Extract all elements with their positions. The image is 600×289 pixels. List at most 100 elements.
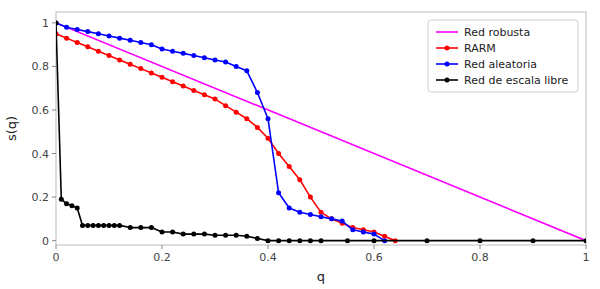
tick-label: 0.4	[32, 148, 50, 161]
point	[91, 223, 96, 228]
point	[213, 57, 218, 62]
point	[266, 116, 271, 121]
line	[56, 23, 385, 241]
point	[96, 49, 101, 54]
point	[85, 223, 90, 228]
point	[297, 238, 302, 243]
point	[191, 88, 196, 93]
point	[350, 227, 355, 232]
point	[213, 233, 218, 238]
tick-mark	[56, 245, 57, 249]
point	[75, 205, 80, 210]
point	[202, 232, 207, 237]
tick-label: 0	[53, 251, 60, 264]
point	[213, 97, 218, 102]
point	[69, 203, 74, 208]
plot-frame	[56, 12, 586, 245]
line	[56, 34, 395, 241]
point	[64, 201, 69, 206]
point	[244, 234, 249, 239]
tick-mark	[480, 245, 481, 249]
point	[96, 223, 101, 228]
point	[138, 225, 143, 230]
tick-mark	[52, 153, 56, 154]
y-axis: 00.20.40.60.81	[32, 17, 57, 248]
point	[64, 36, 69, 41]
legend-marker	[445, 62, 450, 67]
point	[75, 40, 80, 45]
point	[329, 216, 334, 221]
point	[266, 238, 271, 243]
legend-marker	[445, 46, 450, 51]
point	[223, 60, 228, 65]
point	[276, 238, 281, 243]
point	[255, 90, 260, 95]
tick-label: 0.2	[32, 191, 50, 204]
point	[85, 29, 90, 34]
point	[160, 47, 165, 52]
point	[80, 223, 85, 228]
point	[531, 238, 536, 243]
tick-mark	[52, 197, 56, 198]
point	[329, 216, 334, 221]
point	[345, 238, 350, 243]
point	[234, 64, 239, 69]
point	[59, 197, 64, 202]
point	[160, 75, 165, 80]
point	[107, 33, 112, 38]
point	[223, 233, 228, 238]
point	[223, 103, 228, 108]
point	[202, 55, 207, 60]
point	[255, 236, 260, 241]
point	[372, 232, 377, 237]
legend-entry: RARM	[464, 42, 496, 55]
point	[128, 38, 133, 43]
series	[56, 20, 586, 243]
point	[319, 214, 324, 219]
x-axis-label: q	[317, 269, 325, 284]
point	[297, 210, 302, 215]
tick-mark	[162, 245, 163, 249]
point	[244, 68, 249, 73]
legend-entry: Red aleatoria	[464, 58, 537, 71]
point	[372, 238, 377, 243]
point	[75, 27, 80, 32]
point	[276, 190, 281, 195]
tick-mark	[374, 245, 375, 249]
tick-label: 0.2	[153, 251, 171, 264]
point	[138, 66, 143, 71]
point	[287, 205, 292, 210]
point	[244, 116, 249, 121]
point	[101, 223, 106, 228]
point	[128, 225, 133, 230]
point	[138, 40, 143, 45]
point	[478, 238, 483, 243]
point	[234, 110, 239, 115]
point	[56, 20, 59, 25]
point	[112, 223, 117, 228]
point	[149, 225, 154, 230]
point	[191, 232, 196, 237]
point	[308, 238, 313, 243]
point	[107, 53, 112, 58]
point	[276, 151, 281, 156]
chart: 00.20.40.60.8100.20.40.60.81qs(q)Red rob…	[0, 0, 600, 289]
point	[181, 84, 186, 89]
legend-swatch	[436, 31, 458, 33]
point	[64, 25, 69, 30]
point	[181, 51, 186, 56]
legend: Red robustaRARMRed aleatoriaRed de escal…	[428, 20, 578, 92]
point	[85, 44, 90, 49]
tick-mark	[52, 66, 56, 67]
y-axis-label: s(q)	[4, 116, 19, 141]
tick-mark	[52, 109, 56, 110]
point	[308, 195, 313, 200]
point	[202, 92, 207, 97]
point	[425, 238, 430, 243]
tick-label: 0.4	[259, 251, 277, 264]
point	[287, 238, 292, 243]
legend-marker	[445, 78, 450, 83]
point	[149, 42, 154, 47]
point	[117, 57, 122, 62]
point	[170, 79, 175, 84]
